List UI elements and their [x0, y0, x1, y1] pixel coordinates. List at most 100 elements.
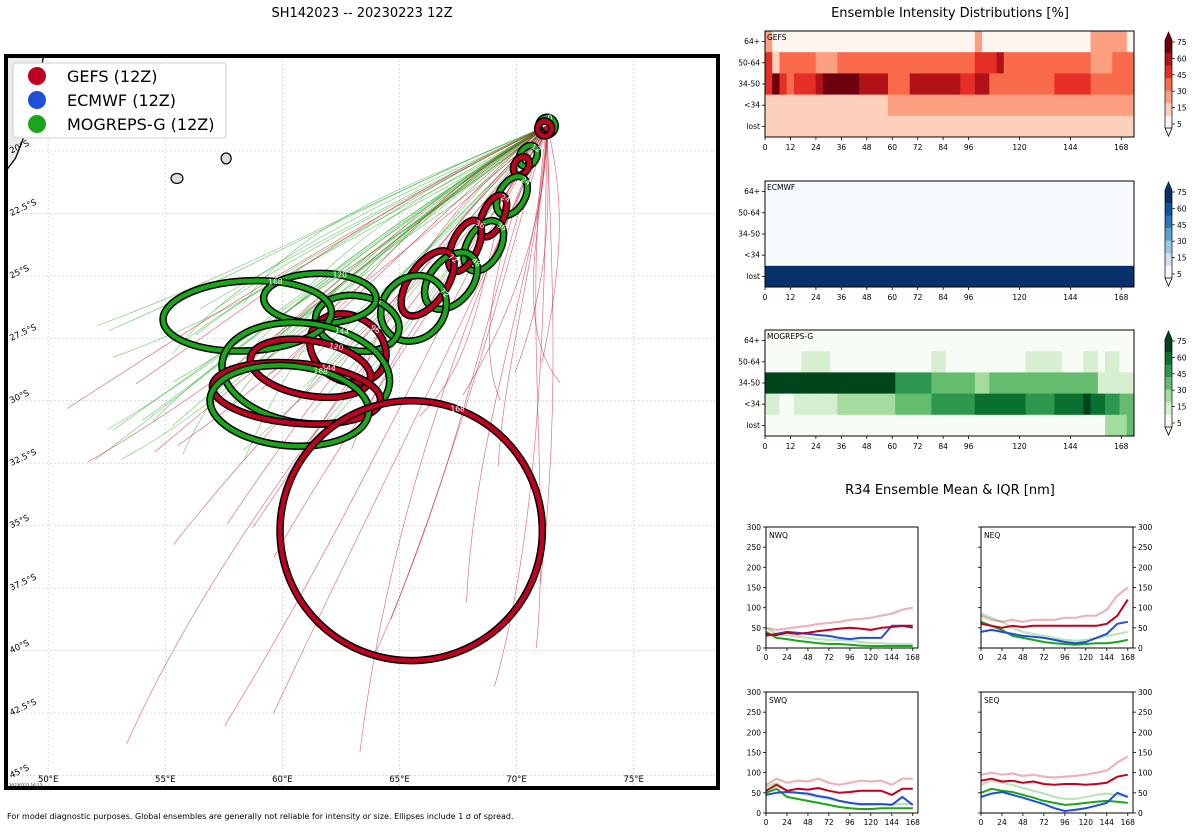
member-track	[120, 125, 548, 460]
colorbar-segment	[1165, 77, 1172, 91]
mauritius-island	[220, 152, 232, 165]
ellipse-ring	[277, 398, 545, 663]
mogreps-mean-line	[980, 787, 1128, 806]
r34-x-tick-label: 48	[803, 653, 813, 662]
heatmap-cell	[931, 330, 940, 352]
heatmap-cell	[772, 31, 780, 53]
heatmap-cell	[1068, 52, 1077, 74]
heatmap-cell	[880, 414, 889, 437]
heatmap-cell	[989, 31, 998, 53]
heatmap-cell	[1061, 31, 1070, 53]
lon-tick-label: 55°E	[155, 775, 175, 785]
x-tick-label: 144	[1063, 442, 1078, 451]
heatmap-cell	[916, 94, 925, 117]
heatmap-cell	[830, 31, 838, 53]
heatmap-cell	[960, 31, 969, 53]
heatmap-cell	[1003, 372, 1012, 395]
heatmap-cell	[1039, 330, 1048, 352]
heatmap-cell	[765, 351, 773, 373]
x-tick-label: 24	[811, 293, 821, 302]
heatmap-cell	[1105, 393, 1113, 416]
heatmap-cell	[1003, 52, 1012, 74]
x-tick-label: 0	[763, 143, 768, 152]
heatmap-cell	[772, 115, 780, 138]
heatmap-cell	[996, 115, 1005, 138]
r34-x-tick-label: 72	[1039, 653, 1049, 662]
heatmap-cell	[996, 31, 1005, 53]
heatmap-cell	[801, 393, 809, 416]
heatmap-cell	[888, 52, 896, 74]
heatmap-cell	[967, 330, 976, 352]
heatmap-cell	[953, 351, 961, 373]
heatmap-cell	[1061, 393, 1070, 416]
r34-x-tick-label: 168	[1121, 818, 1136, 827]
heatmap-cell	[1039, 73, 1048, 96]
heatmap-cell	[931, 94, 940, 117]
heatmap-cell	[1061, 330, 1070, 352]
r34-y-tick-label: 300	[1138, 523, 1153, 532]
legend-marker	[28, 91, 46, 109]
heatmap-cell	[793, 351, 802, 373]
reunion-island	[170, 172, 184, 185]
heatmap-cell	[830, 351, 838, 373]
heatmap-cell	[873, 393, 882, 416]
heatmap-cell	[1025, 372, 1034, 395]
colorbar-tick-label: 5	[1177, 120, 1182, 129]
heatmap-cell	[801, 372, 809, 395]
colorbar-segment	[1165, 65, 1172, 79]
heatmap-cell	[1061, 115, 1070, 138]
heatmap-cell	[866, 351, 875, 373]
x-tick-label: 24	[811, 442, 821, 451]
heatmap-cell	[974, 73, 983, 96]
heatmap-cell	[1097, 94, 1106, 117]
colorbar-segment	[1165, 215, 1172, 229]
heatmap-cell	[1097, 73, 1106, 96]
heatmap-cell	[902, 31, 911, 53]
r34-panel-label: SWQ	[769, 696, 787, 705]
r34-y-tick-label: 50	[751, 624, 761, 633]
heatmap-cell	[1061, 94, 1070, 117]
r34-y-tick-label: 200	[747, 728, 762, 737]
heatmap-cell	[786, 330, 795, 352]
heatmap-cell	[1047, 372, 1055, 395]
heatmap-cell	[808, 31, 817, 53]
heatmap-cell	[793, 115, 802, 138]
heatmap-cell	[996, 393, 1005, 416]
mogreps-iqr-line	[980, 779, 1129, 801]
legend-entry: GEFS (12Z)	[67, 67, 157, 86]
heatmap-cell	[960, 393, 969, 416]
heatmap-cell	[1097, 393, 1106, 416]
heatmap-cell	[1003, 115, 1012, 138]
heatmap-cell	[1047, 115, 1055, 138]
r34-x-tick-label: 24	[782, 818, 792, 827]
heatmap-cell	[1068, 414, 1077, 437]
heatmap-cell	[902, 73, 911, 96]
member-track	[466, 125, 548, 603]
heatmap-cell	[779, 414, 788, 437]
heatmap-cell	[880, 52, 889, 74]
r34-y-tick-label: 150	[1138, 584, 1153, 593]
row-label: <34	[744, 101, 760, 110]
track-map: 0122424363648727296961201681441201441681…	[4, 54, 720, 790]
heatmap-panel-label: ECMWF	[767, 183, 795, 192]
heatmap-cell	[1011, 393, 1019, 416]
heatmap-cell	[909, 330, 918, 352]
r34-y-tick-label: 0	[756, 644, 761, 653]
r34-y-tick-label: 300	[747, 523, 762, 532]
heatmap-cell	[793, 73, 802, 96]
heatmap-cell	[989, 73, 998, 96]
r34-x-tick-label: 0	[764, 653, 769, 662]
colorbar-tick-label: 60	[1177, 353, 1187, 362]
r34-x-tick-label: 24	[782, 653, 792, 662]
row-label: 34-50	[738, 230, 760, 239]
heatmap-cell	[880, 115, 889, 138]
heatmap-cell	[1018, 73, 1026, 96]
heatmap-cell	[786, 393, 795, 416]
heatmap-cell	[808, 414, 817, 437]
heatmap-cell	[1032, 372, 1041, 395]
heatmap-panel: ECMWF 64+ 50-64 34-50 <34 lost 0 12 24 36 48 60 72 84…	[738, 180, 1187, 302]
heatmap-cell	[895, 31, 903, 53]
heatmap-cell	[1090, 31, 1099, 53]
heatmap-cell	[1054, 73, 1063, 96]
r34-x-tick-label: 144	[1100, 653, 1115, 662]
